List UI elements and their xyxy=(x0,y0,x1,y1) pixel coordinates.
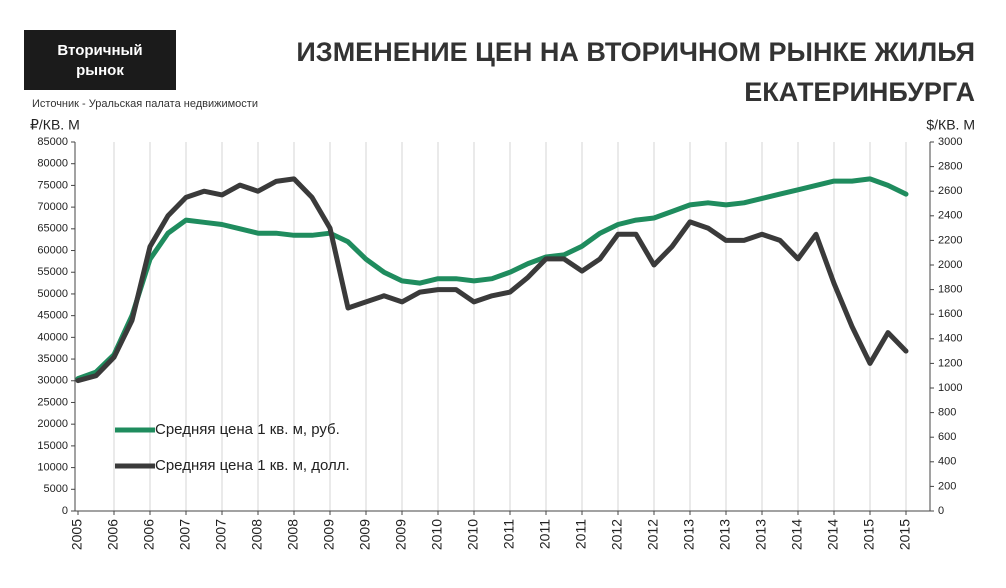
series-line xyxy=(75,176,909,382)
series-line xyxy=(75,176,909,384)
y2-tick-label: 1800 xyxy=(938,284,962,296)
chart-title: ИЗМЕНЕНИЕ ЦЕН НА ВТОРИЧНОМ РЫНКЕ ЖИЛЬЯ xyxy=(296,37,975,67)
x-tick-label: 2010 xyxy=(465,519,481,550)
y2-tick-label: 2600 xyxy=(938,185,962,197)
x-tick-label: 2013 xyxy=(753,519,769,550)
badge: Вторичный рынок xyxy=(57,42,142,79)
x-tick-label: 2006 xyxy=(141,519,157,550)
x-tick-label: 2011 xyxy=(573,519,589,549)
legend-label: Средняя цена 1 кв. м, долл. xyxy=(155,457,350,474)
y2-tick-label: 1200 xyxy=(938,357,962,369)
y-tick-label: 85000 xyxy=(37,136,68,148)
chart-title: ЕКАТЕРИНБУРГА xyxy=(744,77,975,107)
legend-label: Средняя цена 1 кв. м, руб. xyxy=(155,421,340,438)
y2-tick-label: 0 xyxy=(938,505,944,517)
x-tick-label: 2012 xyxy=(645,519,661,550)
x-tick-label: 2005 xyxy=(69,519,85,550)
y-tick-label: 25000 xyxy=(37,396,68,408)
y-tick-label: 70000 xyxy=(37,201,68,213)
x-tick-label: 2008 xyxy=(285,519,301,550)
y-tick-label: 80000 xyxy=(37,158,68,170)
y-tick-label: 65000 xyxy=(37,223,68,235)
y-axis-label: ₽/КВ. М xyxy=(30,117,80,133)
y-tick-label: 30000 xyxy=(37,375,68,387)
x-tick-label: 2014 xyxy=(825,519,841,550)
y-tick-label: 20000 xyxy=(37,418,68,430)
y2-tick-label: 2400 xyxy=(938,210,962,222)
y-tick-label: 45000 xyxy=(37,310,68,322)
y2-tick-label: 2000 xyxy=(938,259,962,271)
x-tick-label: 2006 xyxy=(105,519,121,550)
x-tick-label: 2015 xyxy=(897,519,913,550)
badge-box xyxy=(24,30,176,90)
y2-tick-label: 400 xyxy=(938,456,956,468)
y-tick-label: 35000 xyxy=(37,353,68,365)
x-tick-label: 2013 xyxy=(717,519,733,550)
y-tick-label: 0 xyxy=(62,505,68,517)
y-tick-label: 75000 xyxy=(37,179,68,191)
y2-tick-label: 1600 xyxy=(938,308,962,320)
x-tick-label: 2015 xyxy=(861,519,877,550)
x-tick-label: 2007 xyxy=(213,519,229,550)
y2-tick-label: 2800 xyxy=(938,161,962,173)
y2-tick-label: 200 xyxy=(938,480,956,492)
x-tick-label: 2014 xyxy=(789,519,805,550)
y-tick-label: 50000 xyxy=(37,288,68,300)
y-tick-label: 40000 xyxy=(37,331,68,343)
y-tick-label: 15000 xyxy=(37,440,68,452)
y2-tick-label: 1400 xyxy=(938,333,962,345)
source: Источник - Уральская палата недвижимости xyxy=(32,98,258,110)
y-tick-label: 10000 xyxy=(37,461,68,473)
y-tick-label: 60000 xyxy=(37,244,68,256)
x-tick-label: 2011 xyxy=(501,519,517,549)
y-tick-label: 55000 xyxy=(37,266,68,278)
x-tick-label: 2011 xyxy=(537,519,553,549)
y2-tick-label: 1000 xyxy=(938,382,962,394)
y2-tick-label: 2200 xyxy=(938,234,962,246)
x-tick-label: 2009 xyxy=(393,519,409,550)
x-tick-label: 2008 xyxy=(249,519,265,550)
x-tick-label: 2013 xyxy=(681,519,697,550)
x-tick-label: 2007 xyxy=(177,519,193,550)
x-tick-label: 2009 xyxy=(321,519,337,550)
y2-tick-label: 800 xyxy=(938,407,956,419)
x-tick-label: 2009 xyxy=(357,519,373,550)
y2-tick-label: 3000 xyxy=(938,136,962,148)
y-tick-label: 5000 xyxy=(44,483,68,495)
y2-axis-label: $/КВ. М xyxy=(926,117,975,133)
x-tick-label: 2012 xyxy=(609,519,625,550)
y2-tick-label: 600 xyxy=(938,431,956,443)
x-tick-label: 2010 xyxy=(429,519,445,550)
